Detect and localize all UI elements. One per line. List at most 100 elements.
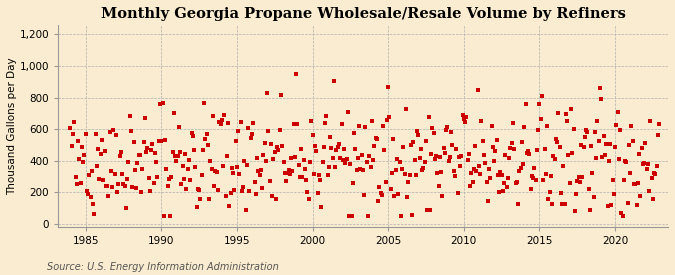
Point (239, 158, 250, 163)
Point (290, 155, 300, 159)
Point (172, 153, 183, 158)
Point (457, 113, 468, 117)
Point (291, 72, 302, 76)
Point (346, 214, 357, 218)
Point (566, 106, 576, 111)
Point (335, 156, 346, 161)
Point (443, 159, 454, 163)
Point (634, 152, 645, 156)
Point (381, 117, 392, 122)
Point (608, 178, 618, 183)
Point (341, 156, 352, 161)
Point (606, 203, 617, 207)
Point (628, 182, 639, 187)
Point (612, 110, 623, 115)
Point (229, 188, 240, 192)
Point (227, 171, 238, 176)
Point (375, 191, 386, 196)
Point (365, 165, 376, 169)
Point (171, 158, 182, 163)
Point (551, 140, 562, 144)
Point (146, 148, 157, 153)
Point (78, 160, 88, 164)
Point (220, 194, 231, 198)
Point (202, 143, 213, 147)
Point (533, 128, 543, 133)
Point (614, 157, 624, 161)
Point (587, 170, 598, 175)
Point (219, 113, 230, 117)
Point (92, 164, 103, 169)
Point (124, 114, 135, 119)
Point (330, 165, 341, 169)
Point (592, 119, 603, 123)
Point (352, 156, 363, 160)
Point (272, 144, 283, 149)
Point (112, 190, 123, 195)
Title: Monthly Georgia Propane Wholesale/Resale Volume by Refiners: Monthly Georgia Propane Wholesale/Resale… (101, 7, 626, 21)
Point (524, 151, 535, 156)
Point (503, 176, 514, 181)
Point (255, 167, 266, 172)
Point (98, 177, 109, 182)
Point (466, 171, 477, 175)
Point (636, 146, 647, 150)
Point (132, 161, 142, 165)
Point (425, 208, 435, 212)
Point (577, 175, 588, 180)
Point (188, 148, 199, 153)
Point (589, 195, 599, 200)
Point (192, 187, 203, 191)
Point (126, 129, 136, 134)
Point (269, 150, 280, 154)
Point (240, 207, 251, 212)
Point (198, 148, 209, 153)
Point (378, 124, 389, 128)
Point (497, 189, 508, 194)
Point (152, 175, 163, 179)
Point (308, 172, 319, 177)
Point (475, 171, 485, 176)
Point (374, 185, 385, 189)
Point (131, 186, 142, 190)
Point (350, 147, 361, 151)
Point (178, 163, 188, 168)
Point (408, 139, 418, 144)
Text: Source: U.S. Energy Information Administration: Source: U.S. Energy Information Administ… (47, 262, 279, 272)
Point (560, 202, 570, 207)
Point (502, 185, 512, 189)
Point (95, 152, 106, 156)
Point (138, 140, 149, 144)
Point (275, 93, 286, 97)
Point (329, 79, 340, 83)
Point (437, 194, 448, 198)
Point (236, 189, 247, 193)
Point (445, 155, 456, 159)
Point (421, 139, 431, 143)
Point (278, 160, 289, 164)
Point (344, 214, 354, 218)
Point (143, 176, 154, 181)
Point (384, 115, 395, 119)
Point (476, 119, 487, 123)
Point (380, 180, 391, 185)
Point (358, 168, 369, 172)
Point (355, 167, 366, 171)
Point (627, 139, 638, 143)
Point (580, 128, 591, 132)
Point (151, 160, 161, 164)
Point (298, 158, 309, 163)
Point (617, 214, 628, 218)
Point (107, 185, 117, 190)
Point (282, 171, 293, 175)
Point (388, 137, 399, 141)
Point (261, 159, 271, 163)
Point (394, 160, 405, 164)
Point (175, 150, 186, 155)
Point (515, 166, 526, 170)
Point (567, 151, 578, 156)
Point (396, 214, 406, 218)
Point (111, 133, 122, 137)
Point (213, 188, 223, 192)
Point (79, 153, 90, 157)
